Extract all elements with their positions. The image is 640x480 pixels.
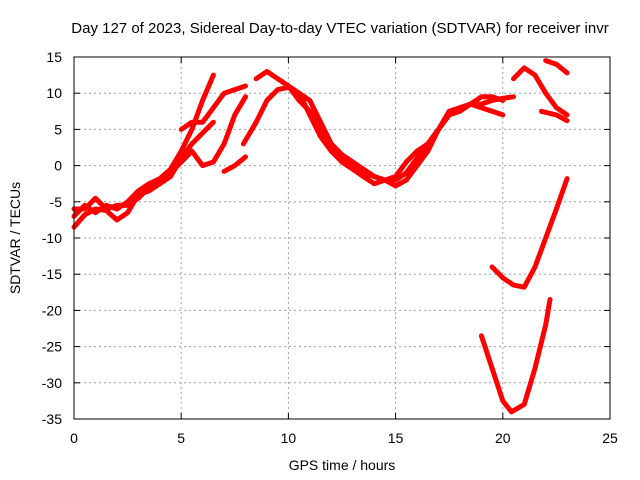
y-tick-label: -25 <box>42 339 62 355</box>
series-track-13 <box>478 297 553 415</box>
x-tick-label: 15 <box>388 430 404 446</box>
series-track-5 <box>221 154 248 174</box>
series-track-2 <box>71 72 216 219</box>
grid <box>74 57 610 419</box>
y-tick-label: -10 <box>42 230 62 246</box>
x-tick-label: 0 <box>70 430 78 446</box>
series-track-4 <box>178 83 248 132</box>
axis-ticks <box>73 56 611 420</box>
series-track-7 <box>253 69 506 183</box>
y-tick-label: 10 <box>46 85 62 101</box>
y-tick-label: 5 <box>54 121 62 137</box>
series-track-11 <box>538 108 570 124</box>
y-tick-label: -20 <box>42 302 62 318</box>
series-track-8 <box>285 83 506 189</box>
series-track-12 <box>489 176 570 290</box>
y-tick-label: 15 <box>46 49 62 65</box>
y-tick-label: -30 <box>42 375 62 391</box>
series-track-10 <box>543 58 570 76</box>
series-track-9 <box>511 65 570 118</box>
chart-title: Day 127 of 2023, Sidereal Day-to-day VTE… <box>71 20 608 37</box>
y-tick-label: -15 <box>42 266 62 282</box>
y-tick-label: -5 <box>50 194 63 210</box>
x-tick-label: 25 <box>602 430 618 446</box>
x-tick-label: 10 <box>281 430 297 446</box>
y-tick-labels: 15 10 5 0 -5 -10 -15 -20 -25 -30 -35 <box>42 49 62 427</box>
x-tick-label: 20 <box>495 430 511 446</box>
y-tick-label: -35 <box>42 411 62 427</box>
x-tick-label: 5 <box>177 430 185 446</box>
y-tick-label: 0 <box>54 158 62 174</box>
data-series-group <box>71 58 570 415</box>
x-axis-label: GPS time / hours <box>289 457 396 473</box>
x-tick-labels: 0 5 10 15 20 25 <box>70 430 618 446</box>
y-axis-label: SDTVAR / TECUs <box>7 182 23 294</box>
series-track-3 <box>71 94 248 212</box>
